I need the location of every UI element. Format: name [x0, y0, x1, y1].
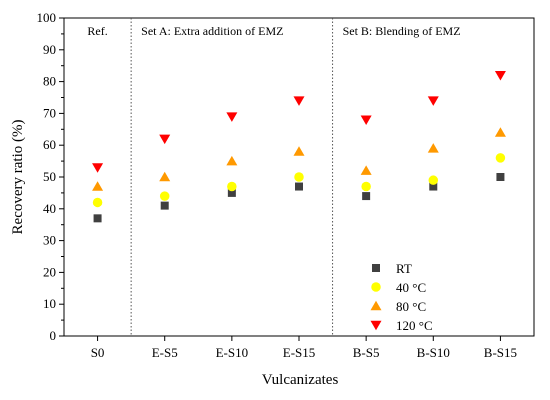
- data-point-40-c: [92, 197, 103, 208]
- data-point-40-c: [428, 175, 439, 185]
- legend-label: 40 °C: [396, 280, 426, 295]
- x-tick-label: E-S10: [216, 345, 249, 360]
- y-tick-label: 60: [43, 137, 56, 152]
- x-tick-label: B-S10: [417, 345, 450, 360]
- data-point-rt: [429, 182, 438, 191]
- section-label: Set B: Blending of EMZ: [343, 24, 461, 38]
- legend-marker-80-c: [370, 300, 382, 311]
- data-point-80-c: [494, 127, 506, 137]
- y-tick-label: 20: [43, 264, 56, 279]
- data-point-rt: [362, 192, 371, 201]
- data-point-rt: [295, 182, 303, 191]
- y-tick-label: 80: [43, 74, 56, 89]
- y-tick-label: 30: [43, 233, 56, 248]
- y-tick-label: 70: [43, 105, 56, 120]
- y-tick-label: 40: [43, 201, 56, 216]
- legend-marker-40-c: [371, 282, 381, 292]
- x-tick-label: S0: [91, 345, 105, 360]
- y-tick-label: 10: [43, 296, 56, 311]
- data-point-80-c: [159, 171, 171, 182]
- data-point-80-c: [427, 143, 439, 153]
- data-point-120-c: [293, 96, 305, 106]
- data-point-rt: [227, 188, 236, 197]
- x-tick-label: B-S5: [353, 345, 380, 360]
- y-axis-title: Recovery ratio (%): [10, 120, 26, 235]
- y-tick-label: 50: [43, 169, 56, 184]
- legend-label: 80 °C: [396, 299, 426, 314]
- data-point-40-c: [159, 191, 170, 201]
- data-point-rt: [496, 173, 505, 181]
- data-point-120-c: [92, 163, 104, 173]
- data-point-80-c: [293, 146, 305, 156]
- data-point-40-c: [361, 181, 371, 192]
- data-point-40-c: [495, 153, 506, 163]
- data-point-120-c: [494, 70, 506, 81]
- data-point-40-c: [227, 181, 237, 192]
- section-label: Ref.: [87, 24, 107, 38]
- data-point-80-c: [360, 165, 372, 175]
- legend-label: RT: [396, 261, 412, 276]
- data-point-rt: [160, 201, 169, 210]
- x-tick-label: E-S15: [283, 345, 316, 360]
- data-point-120-c: [360, 115, 372, 126]
- y-tick-label: 90: [43, 42, 56, 57]
- section-label: Set A: Extra addition of EMZ: [141, 24, 283, 38]
- legend-marker-120-c: [370, 320, 382, 331]
- data-point-rt: [93, 214, 102, 223]
- data-point-120-c: [427, 96, 439, 106]
- data-point-120-c: [159, 134, 171, 145]
- legend-label: 120 °C: [396, 318, 433, 333]
- y-tick-label: 0: [50, 328, 57, 343]
- x-axis-title: Vulcanizates: [262, 372, 339, 388]
- data-point-40-c: [294, 172, 304, 182]
- legend-marker-rt: [372, 264, 380, 272]
- y-tick-label: 100: [37, 10, 57, 25]
- x-tick-label: B-S15: [484, 345, 517, 360]
- plot-area: 0 10 20 30 40 50 60 70 80 90 100 S0 E-S5 E-S10 E-S15 B-…: [37, 10, 535, 360]
- data-point-120-c: [226, 112, 238, 122]
- data-point-80-c: [226, 155, 238, 166]
- data-point-80-c: [92, 181, 104, 191]
- y-axis-title-group: Recovery ratio (%): [10, 120, 26, 235]
- x-tick-label: E-S5: [152, 345, 178, 360]
